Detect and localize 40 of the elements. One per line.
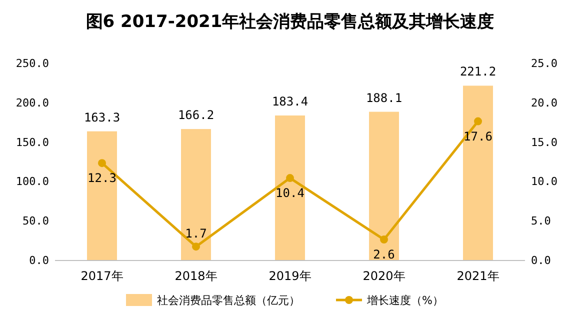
- y2-tick-label: 10.0: [531, 175, 558, 188]
- data-label: 183.4: [272, 94, 308, 108]
- bar: [181, 129, 211, 260]
- data-label: 166.2: [178, 108, 214, 122]
- y2-tick-label: 5.0: [531, 214, 551, 228]
- chart-title: 图6 2017-2021年社会消费品零售总额及其增长速度: [86, 12, 494, 32]
- data-label: 17.6: [464, 129, 492, 144]
- y2-tick-label: 15.0: [531, 136, 558, 149]
- point: [286, 174, 294, 182]
- data-label: 221.2: [460, 64, 496, 79]
- y-tick-label: 250.0: [16, 57, 49, 70]
- y-tick-label: 50.0: [22, 214, 49, 228]
- data-label: 163.3: [84, 110, 120, 124]
- point: [474, 117, 482, 126]
- y-tick-label: 0.0: [29, 254, 49, 267]
- bar: [87, 131, 117, 260]
- x-tick-label: 2021年: [456, 269, 500, 283]
- data-label: 2.6: [373, 248, 395, 262]
- data-label: 188.1: [366, 90, 402, 105]
- y2-tick-label: 25.0: [531, 57, 558, 70]
- data-label: 12.3: [88, 171, 116, 186]
- point: [192, 242, 200, 251]
- point: [98, 159, 106, 168]
- x-tick-label: 2018年: [174, 269, 218, 283]
- data-label: 10.4: [276, 186, 304, 200]
- legend-label: 增长速度（%）: [366, 294, 444, 307]
- data-label: 1.7: [185, 226, 207, 241]
- x-tick-label: 2017年: [80, 269, 124, 283]
- x-tick-label: 2020年: [362, 269, 406, 283]
- bar: [275, 115, 305, 260]
- y-tick-label: 150.0: [16, 136, 49, 149]
- y-tick-label: 200.0: [16, 96, 49, 110]
- y-tick-label: 100.0: [16, 175, 49, 188]
- bar: [463, 86, 493, 260]
- y2-tick-label: 20.0: [531, 96, 558, 110]
- point: [380, 236, 388, 244]
- legend-label: 社会消费品零售总额（亿元）: [157, 294, 300, 307]
- y2-tick-label: 0.0: [531, 254, 551, 267]
- bar: [369, 112, 399, 260]
- x-tick-label: 2019年: [268, 269, 312, 283]
